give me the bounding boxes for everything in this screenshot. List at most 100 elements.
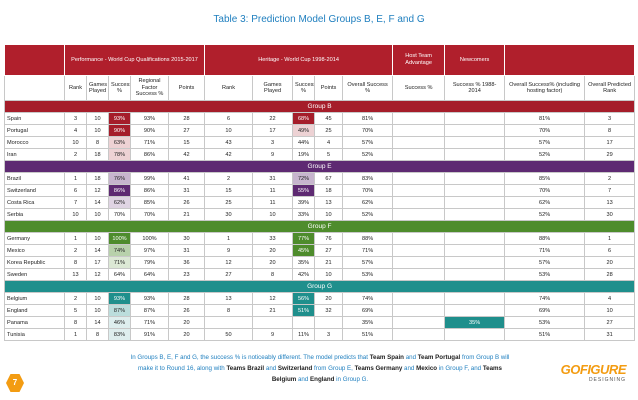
cell bbox=[444, 124, 506, 137]
cell: 30 bbox=[204, 208, 254, 221]
group-name: Group F bbox=[3, 220, 636, 233]
team-name: Tunisia bbox=[4, 328, 65, 341]
cell: 20 bbox=[167, 328, 206, 341]
group-header bbox=[504, 44, 636, 76]
cell: 6 bbox=[204, 112, 254, 125]
cell bbox=[392, 172, 446, 185]
cell: 28 bbox=[584, 268, 636, 281]
cell: 90% bbox=[108, 124, 131, 137]
cell bbox=[392, 328, 446, 341]
cell: 12 bbox=[86, 268, 109, 281]
group-band: Group F bbox=[3, 220, 636, 233]
cell: 25 bbox=[204, 196, 254, 209]
cell: 8 bbox=[252, 268, 294, 281]
group-name: Group B bbox=[3, 100, 636, 113]
team-row: Iran 2 18 78% 86% 42 42 9 19% 5 52% 52% 29 bbox=[4, 148, 636, 161]
cell: 11% bbox=[292, 328, 316, 341]
cell: 50 bbox=[204, 328, 254, 341]
cell: 5 bbox=[64, 304, 87, 317]
cell: 49% bbox=[292, 124, 316, 137]
footer-text: In Groups B, E, F and G, the success % i… bbox=[130, 352, 510, 385]
title: Table 3: Prediction Model Groups B, E, F… bbox=[213, 14, 425, 25]
cell bbox=[392, 268, 446, 281]
cell: 5 bbox=[314, 148, 344, 161]
cell: 62% bbox=[108, 196, 131, 209]
cell: 17 bbox=[584, 136, 636, 149]
team-name: Panama bbox=[4, 316, 65, 329]
cell: 81% bbox=[504, 112, 586, 125]
cell: 43 bbox=[204, 136, 254, 149]
cell: 11 bbox=[252, 184, 294, 197]
cell: 42% bbox=[292, 268, 316, 281]
footer-segment: Teams Belgium bbox=[271, 365, 502, 383]
group-header: Newcomers bbox=[444, 44, 506, 76]
cell: 62% bbox=[342, 196, 394, 209]
logo: GOFIGURE DESIGNING bbox=[561, 362, 627, 383]
group-band: Group B bbox=[3, 100, 636, 113]
cell: 12 bbox=[86, 184, 109, 197]
cell: 23 bbox=[167, 268, 206, 281]
cell: 32 bbox=[314, 304, 344, 317]
cell: 57% bbox=[342, 136, 394, 149]
team-row: Panama 8 14 46% 71% 20 35% 35% 53% 27 bbox=[4, 316, 636, 329]
cell: 57% bbox=[504, 256, 586, 269]
cell: 33 bbox=[252, 232, 294, 245]
group-name: Group G bbox=[3, 280, 636, 293]
logo-tagline: DESIGNING bbox=[588, 377, 626, 383]
column-header: Success % bbox=[392, 75, 446, 101]
cell: 14 bbox=[86, 244, 109, 257]
cell: 51% bbox=[504, 328, 586, 341]
column-header: Rank bbox=[64, 75, 87, 101]
cell: 10 bbox=[314, 208, 344, 221]
team-row: Spain 3 10 93% 93% 28 6 22 68% 45 81% 81% 3 bbox=[4, 112, 636, 125]
cell: 31 bbox=[252, 172, 294, 185]
cell: 51% bbox=[342, 328, 394, 341]
cell: 10 bbox=[204, 124, 254, 137]
cell: 17 bbox=[86, 256, 109, 269]
group-band: Group E bbox=[3, 160, 636, 173]
team-row: Tunisia 1 8 83% 91% 20 50 9 11% 3 51% 51% 31 bbox=[4, 328, 636, 341]
cell: 10 bbox=[86, 112, 109, 125]
cell bbox=[392, 184, 446, 197]
cell: 1 bbox=[64, 232, 87, 245]
cell: 35% bbox=[292, 256, 316, 269]
cell: 28 bbox=[167, 292, 206, 305]
cell: 26 bbox=[167, 196, 206, 209]
team-row: Mexico 2 14 74% 97% 31 9 20 45% 27 71% 71% 6 bbox=[4, 244, 636, 257]
cell: 13 bbox=[584, 196, 636, 209]
cell: 71% bbox=[130, 136, 169, 149]
cell: 31 bbox=[167, 244, 206, 257]
cell: 10 bbox=[252, 208, 294, 221]
cell: 86% bbox=[130, 148, 169, 161]
cell: 15 bbox=[167, 136, 206, 149]
cell: 86% bbox=[108, 184, 131, 197]
team-row: Brazil 1 18 76% 99% 41 2 31 72% 67 83% 85% 2 bbox=[4, 172, 636, 185]
column-header: Success % bbox=[108, 75, 131, 101]
cell: 99% bbox=[130, 172, 169, 185]
cell: 52% bbox=[342, 148, 394, 161]
cell: 27 bbox=[167, 124, 206, 137]
group-band: Group G bbox=[3, 280, 636, 293]
cell: 55% bbox=[292, 184, 316, 197]
cell: 41 bbox=[167, 172, 206, 185]
cell bbox=[314, 316, 344, 329]
cell: 17 bbox=[252, 124, 294, 137]
cell: 12 bbox=[204, 256, 254, 269]
cell: 9 bbox=[252, 328, 294, 341]
cell bbox=[444, 196, 506, 209]
cell: 3 bbox=[314, 328, 344, 341]
cell: 71% bbox=[130, 316, 169, 329]
team-name: Korea Republic bbox=[4, 256, 65, 269]
cell: 28 bbox=[167, 112, 206, 125]
cell: 18 bbox=[314, 184, 344, 197]
cell: 35% bbox=[444, 316, 506, 329]
cell: 53% bbox=[504, 316, 586, 329]
cell: 7 bbox=[64, 196, 87, 209]
cell bbox=[444, 148, 506, 161]
cell: 51% bbox=[292, 304, 316, 317]
cell: 2 bbox=[64, 244, 87, 257]
cell: 68% bbox=[292, 112, 316, 125]
team-row: Switzerland 6 12 86% 86% 31 15 11 55% 18 70% 70% 7 bbox=[4, 184, 636, 197]
cell: 13 bbox=[204, 292, 254, 305]
cell bbox=[444, 268, 506, 281]
